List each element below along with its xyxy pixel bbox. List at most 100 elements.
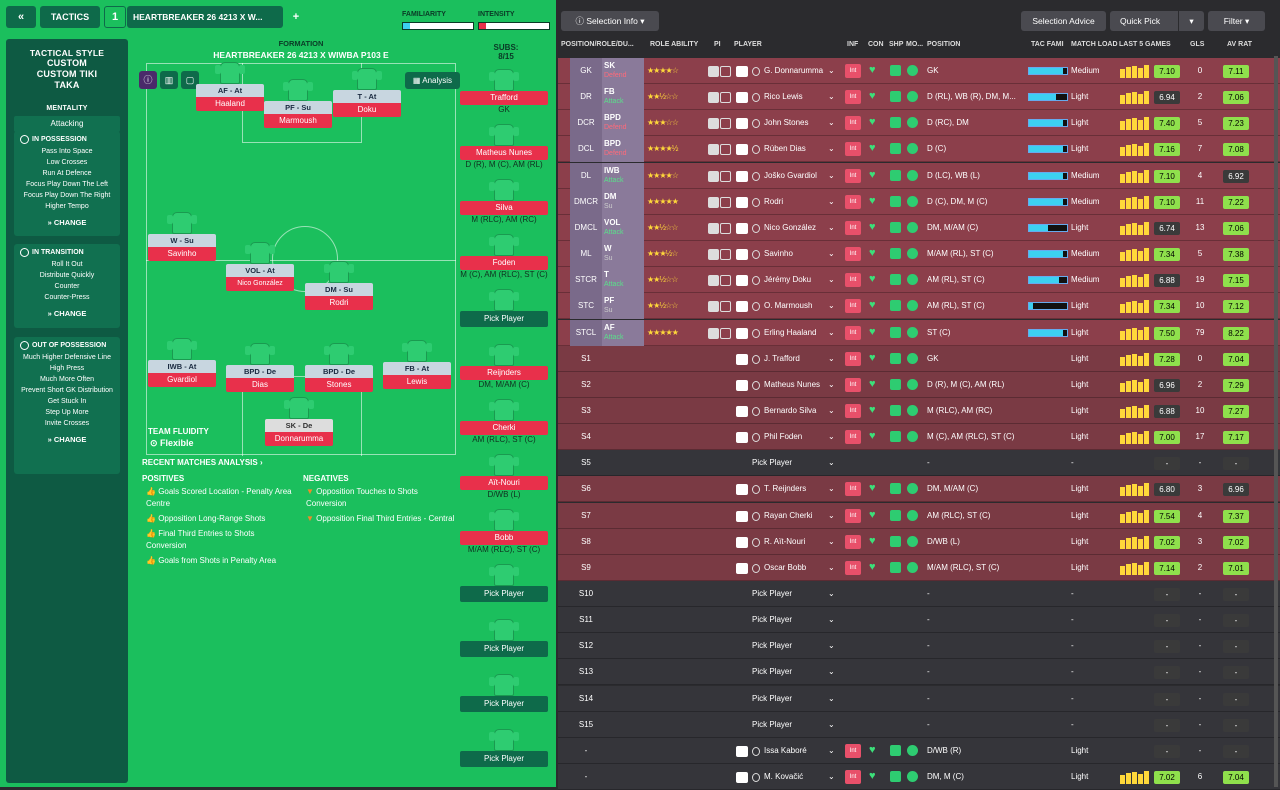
sub-slot[interactable]: Pick Player [460, 674, 548, 712]
pitch-player-lewis[interactable]: FB - At Lewis [383, 340, 451, 389]
pitch-player-haaland[interactable]: AF - At Haaland [196, 62, 264, 111]
pi-icon[interactable] [708, 66, 719, 77]
sub-slot[interactable]: Silva M (RLC), AM (RC) [460, 179, 548, 225]
player-name[interactable]: Matheus Nunes [764, 379, 821, 389]
pi-icon[interactable] [720, 301, 731, 313]
pitch-player-doku[interactable]: T - At Doku [333, 68, 401, 117]
quick-pick-chevron-icon[interactable]: ▾ [1178, 11, 1204, 31]
row-role[interactable]: DM Su [602, 188, 644, 215]
recent-matches-analysis-link[interactable]: RECENT MATCHES ANALYSIS › [142, 458, 263, 467]
pi-icon[interactable] [708, 144, 719, 156]
row-role[interactable]: VOL Attack [602, 214, 644, 241]
add-tactic-button[interactable]: + [285, 6, 307, 28]
player-name[interactable]: Rúben Dias [764, 144, 806, 154]
pi-icon[interactable] [720, 275, 731, 287]
table-row[interactable]: S3 Bernardo Silva ⌄ Int ♥ M (RLC), AM (RC) Lig… [558, 397, 1280, 424]
chevron-down-icon[interactable]: ⌄ [828, 589, 835, 598]
pi-icon[interactable] [720, 327, 731, 339]
pitch-player-gvardiol[interactable]: IWB - At Gvardiol [148, 338, 216, 387]
pi-icon[interactable] [708, 118, 719, 130]
chevron-down-icon[interactable]: ⌄ [828, 66, 835, 75]
player-name[interactable]: Rodri [764, 196, 784, 206]
table-row[interactable]: S7 Rayan Cherki ⌄ Int ♥ AM (RLC), ST (C) Light… [558, 502, 1280, 529]
chevron-down-icon[interactable]: ⌄ [828, 379, 835, 389]
pick-player-select[interactable]: Pick Player [460, 586, 548, 602]
table-row[interactable]: DMCL VOL Attack ★★½☆☆ Nico González ⌄ Int ♥ DM, … [558, 214, 1280, 241]
col-mo[interactable]: MO... [906, 41, 924, 48]
chevron-down-icon[interactable]: ⌄ [828, 222, 835, 232]
pick-player-select[interactable]: Pick Player [752, 719, 793, 729]
table-row[interactable]: S15 Pick Player ⌄ - - - - - [558, 711, 1280, 738]
col-position-role[interactable]: POSITION/ROLE/DU... [561, 41, 634, 48]
player-name[interactable]: Joško Gvardiol [764, 170, 817, 180]
pick-player-select[interactable]: Pick Player [460, 696, 548, 712]
table-row[interactable]: DL IWB Attack ★★★★☆ Joško Gvardiol ⌄ Int ♥ D (LC… [558, 162, 1280, 189]
col-tac-fami[interactable]: TAC FAMI [1031, 41, 1064, 48]
chevron-down-icon[interactable]: ⌄ [828, 510, 835, 520]
table-row[interactable]: S10 Pick Player ⌄ - - - - - [558, 581, 1280, 607]
pitch-player-dias[interactable]: BPD - De Dias [226, 343, 294, 392]
chevron-down-icon[interactable]: ⌄ [828, 92, 835, 102]
sub-name[interactable]: Silva [460, 201, 548, 215]
col-av-rat[interactable]: AV RAT [1227, 41, 1253, 48]
team-fluidity-value[interactable]: ⊙ Flexible [150, 438, 194, 448]
back-button[interactable]: « [6, 6, 36, 28]
pi-icon[interactable] [720, 170, 731, 182]
table-row[interactable]: S14 Pick Player ⌄ - - - - - [558, 685, 1280, 712]
col-last-5-games[interactable]: LAST 5 GAMES [1119, 41, 1171, 48]
player-name[interactable]: Oscar Bobb [764, 562, 807, 572]
row-role[interactable]: FB Attack [602, 84, 644, 111]
pick-player-select[interactable]: Pick Player [460, 751, 548, 767]
table-row[interactable]: STCL AF Attack ★★★★★ Erling Haaland ⌄ Int ♥ ST (… [558, 319, 1280, 346]
sub-slot[interactable]: Pick Player [460, 729, 548, 767]
player-name[interactable]: Gvardiol [148, 373, 216, 387]
sub-slot[interactable]: Matheus Nunes D (R), M (C), AM (RL) [460, 124, 548, 170]
row-role[interactable]: W Su [602, 241, 644, 268]
player-role[interactable]: IWB - At [148, 360, 216, 373]
player-role[interactable]: FB - At [383, 362, 451, 375]
sub-slot[interactable]: Pick Player [460, 564, 548, 602]
selection-advice-button[interactable]: Selection Advice [1021, 11, 1106, 31]
pick-player-select[interactable]: Pick Player [752, 641, 793, 651]
player-role[interactable]: VOL - At [226, 264, 294, 277]
sub-slot[interactable]: Bobb M/AM (RLC), ST (C) [460, 509, 548, 555]
pitch-player-stones[interactable]: BPD - De Stones [305, 343, 373, 392]
ip-change-button[interactable]: » CHANGE [47, 218, 87, 227]
tactical-style-name[interactable]: CUSTOM CUSTOM TIKI TAKA [36, 58, 98, 90]
pick-player-select[interactable]: Pick Player [460, 641, 548, 657]
col-pi[interactable]: PI [714, 41, 721, 48]
pi-icon[interactable] [720, 144, 731, 156]
table-row[interactable]: S13 Pick Player ⌄ - - - - - [558, 659, 1280, 686]
player-name[interactable]: T. Reijnders [764, 484, 807, 494]
table-row[interactable]: S4 Phil Foden ⌄ Int ♥ M (C), AM (RLC), ST (C)… [558, 424, 1280, 451]
row-role[interactable]: BPD Defend [602, 110, 644, 137]
table-row[interactable]: - Issa Kaboré ⌄ Int ♥ D/WB (R) Light - - - [558, 737, 1280, 764]
pi-icon[interactable] [720, 249, 731, 261]
player-name[interactable]: Doku [333, 103, 401, 117]
sub-name[interactable]: Aït-Nouri [460, 476, 548, 490]
player-name[interactable]: O. Marmoush [764, 301, 813, 311]
pick-player-select[interactable]: Pick Player [752, 693, 793, 703]
col-inf[interactable]: INF [847, 41, 859, 48]
sub-name[interactable]: Reijnders [460, 366, 548, 380]
info-icon[interactable]: ⓘ [139, 71, 157, 89]
formation-name-select[interactable]: HEARTBREAKER 26 4213 X WIWBA P103 E [213, 50, 389, 60]
tactic-slot[interactable]: 1 [104, 6, 126, 28]
chevron-down-icon[interactable]: ⌄ [828, 458, 835, 468]
player-name[interactable]: Lewis [383, 375, 451, 389]
player-name[interactable]: Savinho [764, 249, 793, 259]
pitch-player-donnarumma[interactable]: SK - De Donnarumma [265, 397, 333, 446]
table-row[interactable]: DCR BPD Defend ★★★☆☆ John Stones ⌄ Int ♥ D (RC),… [558, 110, 1280, 137]
sub-name[interactable]: Cherki [460, 421, 548, 435]
pi-icon[interactable] [708, 275, 719, 287]
chevron-down-icon[interactable]: ⌄ [828, 275, 835, 285]
player-name[interactable]: G. Donnarumma [764, 66, 824, 75]
pitch-player-savinho[interactable]: W - Su Savinho [148, 212, 216, 261]
pitch-player-marmoush[interactable]: PF - Su Marmoush [264, 79, 332, 128]
scrollbar[interactable] [1274, 56, 1278, 787]
player-name[interactable]: Issa Kaboré [764, 745, 807, 755]
table-row[interactable]: GK SK Defend ★★★★☆ G. Donnarumma ⌄ Int ♥ GK Mediu… [558, 58, 1280, 84]
chevron-down-icon[interactable]: ⌄ [828, 615, 835, 625]
col-con[interactable]: CON [868, 41, 884, 48]
table-row[interactable]: S8 R. Aït-Nouri ⌄ Int ♥ D/WB (L) Light 7.02 3 7.0… [558, 528, 1280, 555]
